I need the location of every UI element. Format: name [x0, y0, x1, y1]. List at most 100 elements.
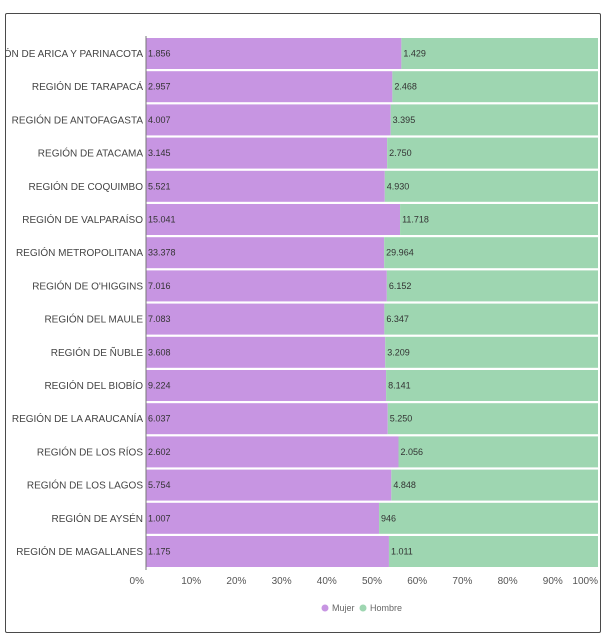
value-label-mujer-region-de-la-araucania: 6.037: [148, 414, 171, 424]
legend-label-hombre: Hombre: [370, 603, 402, 613]
category-label-region-de-arica-y-parinacota: REGIÓN DE ARICA Y PARINACOTA: [6, 47, 143, 60]
value-label-mujer-region-de-los-lagos: 5.754: [148, 480, 171, 490]
category-label-region-de-antofagasta: REGIÓN DE ANTOFAGASTA: [12, 113, 144, 126]
bar-hombre-region-de-la-araucania: [387, 403, 598, 435]
bar-hombre-region-de-coquimbo: [384, 170, 598, 202]
value-label-mujer-region-de-o-higgins: 7.016: [148, 281, 171, 291]
x-tick-4: 40%: [317, 576, 337, 587]
bar-mujer-region-de-antofagasta: [146, 104, 391, 136]
bar-mujer-region-de-o-higgins: [146, 270, 387, 302]
value-label-mujer-region-del-maule: 7.083: [148, 314, 171, 324]
value-label-mujer-region-de-arica-y-parinacota: 1.856: [148, 49, 171, 59]
x-tick-1: 10%: [181, 576, 201, 587]
category-label-region-de-los-rios: REGIÓN DE LOS RÍOS: [37, 445, 143, 458]
bar-hombre-region-metropolitana: [384, 237, 598, 269]
value-label-mujer-region-de-valparaiso: 15.041: [148, 215, 176, 225]
category-label-region-de-los-lagos: REGIÓN DE LOS LAGOS: [27, 479, 143, 492]
bar-hombre-region-de-magallanes: [388, 536, 598, 567]
value-label-mujer-region-de-tarapaca: 2.957: [148, 82, 171, 92]
bar-mujer-region-de-nuble: [146, 336, 386, 368]
value-label-hombre-region-metropolitana: 29.964: [386, 248, 414, 258]
bar-mujer-region-de-los-lagos: [146, 469, 392, 501]
category-label-region-del-maule: REGIÓN DEL MAULE: [44, 313, 143, 326]
category-labels: REGIÓN DE ARICA Y PARINACOTA REGIÓN DE TA…: [6, 47, 143, 558]
x-tick-6: 60%: [407, 576, 427, 587]
x-tick-5: 50%: [362, 576, 382, 587]
bar-mujer-region-de-valparaiso: [146, 204, 401, 235]
value-label-mujer-region-de-coquimbo: 5.521: [148, 181, 171, 191]
value-label-hombre-region-del-maule: 6.347: [386, 314, 409, 324]
bar-hombre-region-del-biobio: [386, 370, 598, 401]
legend-label-mujer: Mujer: [332, 603, 355, 613]
bar-mujer-region-de-los-rios: [146, 436, 399, 468]
value-label-hombre-region-de-la-araucania: 5.250: [390, 414, 413, 424]
x-tick-9: 90%: [543, 576, 563, 587]
category-label-region-de-la-araucania: REGIÓN DE LA ARAUCANÍA: [12, 412, 143, 425]
bar-mujer-region-de-tarapaca: [146, 71, 393, 103]
value-label-hombre-region-de-coquimbo: 4.930: [387, 181, 410, 191]
value-label-hombre-region-de-valparaiso: 11.718: [402, 215, 429, 225]
x-tick-10: 100%: [572, 576, 598, 587]
bar-hombre-region-de-o-higgins: [386, 270, 598, 302]
bar-mujer-region-de-magallanes: [146, 536, 389, 567]
bar-mujer-region-de-aysen: [146, 502, 380, 534]
bar-hombre-region-de-los-lagos: [391, 469, 598, 501]
x-tick-2: 20%: [226, 576, 246, 587]
category-label-region-del-biobio: REGIÓN DEL BIOBÍO: [44, 379, 143, 392]
legend-swatch-hombre: [359, 604, 367, 612]
value-label-hombre-region-de-aysen: 946: [381, 513, 396, 523]
category-label-region-de-nuble: REGIÓN DE ÑUBLE: [51, 346, 144, 359]
x-axis-ticks: 0% 10% 20% 30% 40% 50% 60% 70% 80% 90% 100%: [130, 576, 599, 587]
value-label-mujer-region-de-los-rios: 2.602: [148, 447, 171, 457]
chart-frame: REGIÓN DE ARICA Y PARINACOTA REGIÓN DE TA…: [5, 13, 601, 633]
category-label-region-de-aysen: REGIÓN DE AYSÉN: [51, 512, 143, 525]
legend: Mujer Hombre: [321, 603, 402, 613]
value-label-hombre-region-de-magallanes: 1.011: [391, 547, 413, 557]
category-label-region-de-atacama: REGIÓN DE ATACAMA: [38, 147, 144, 160]
x-tick-7: 70%: [452, 576, 472, 587]
category-label-region-de-valparaiso: REGIÓN DE VALPARAÍSO: [22, 213, 143, 226]
bar-mujer-region-de-la-araucania: [146, 403, 388, 435]
bar-mujer-region-de-arica-y-parinacota: [146, 38, 402, 69]
legend-swatch-mujer: [321, 604, 329, 612]
value-label-mujer-region-de-nuble: 3.608: [148, 347, 171, 357]
value-label-hombre-region-de-atacama: 2.750: [389, 148, 412, 158]
value-label-hombre-region-de-o-higgins: 6.152: [389, 281, 412, 291]
bar-hombre-region-de-los-rios: [398, 436, 598, 468]
value-label-mujer-region-de-antofagasta: 4.007: [148, 115, 171, 125]
bars-layer: [146, 38, 598, 567]
bar-mujer-region-de-atacama: [146, 137, 388, 169]
value-label-hombre-region-de-arica-y-parinacota: 1.429: [403, 49, 426, 59]
category-label-region-metropolitana: REGIÓN METROPOLITANA: [16, 246, 143, 259]
value-label-hombre-region-de-los-rios: 2.056: [400, 447, 423, 457]
bar-hombre-region-de-atacama: [387, 137, 598, 169]
category-label-region-de-o-higgins: REGIÓN DE O'HIGGINS: [32, 279, 143, 292]
value-label-mujer-region-metropolitana: 33.378: [148, 248, 176, 258]
value-label-hombre-region-de-antofagasta: 3.395: [393, 115, 416, 125]
bar-hombre-region-de-valparaiso: [400, 204, 598, 235]
value-label-hombre-region-del-biobio: 8.141: [388, 381, 411, 391]
bar-mujer-region-del-biobio: [146, 370, 387, 401]
category-label-region-de-magallanes: REGIÓN DE MAGALLANES: [16, 545, 143, 558]
value-label-mujer-region-de-magallanes: 1.175: [148, 547, 171, 557]
value-label-hombre-region-de-tarapaca: 2.468: [394, 82, 417, 92]
value-label-mujer-region-de-atacama: 3.145: [148, 148, 171, 158]
category-label-region-de-tarapaca: REGIÓN DE TARAPACÁ: [32, 80, 143, 93]
bar-mujer-region-metropolitana: [146, 237, 385, 269]
bar-hombre-region-de-antofagasta: [390, 104, 598, 136]
stacked-bar-chart: REGIÓN DE ARICA Y PARINACOTA REGIÓN DE TA…: [6, 36, 599, 613]
bar-hombre-region-de-nuble: [385, 336, 598, 368]
bar-hombre-region-del-maule: [384, 303, 598, 335]
bar-hombre-region-de-arica-y-parinacota: [401, 38, 598, 69]
x-tick-8: 80%: [498, 576, 518, 587]
bar-hombre-region-de-tarapaca: [392, 71, 598, 103]
value-label-mujer-region-de-aysen: 1.007: [148, 513, 171, 523]
value-label-hombre-region-de-los-lagos: 4.848: [393, 480, 416, 490]
bar-hombre-region-de-aysen: [379, 502, 598, 534]
value-label-mujer-region-del-biobio: 9.224: [148, 381, 171, 391]
x-tick-3: 30%: [272, 576, 292, 587]
bar-mujer-region-del-maule: [146, 303, 385, 335]
category-label-region-de-coquimbo: REGIÓN DE COQUIMBO: [29, 180, 144, 193]
bar-mujer-region-de-coquimbo: [146, 170, 385, 202]
value-label-hombre-region-de-nuble: 3.209: [387, 347, 410, 357]
